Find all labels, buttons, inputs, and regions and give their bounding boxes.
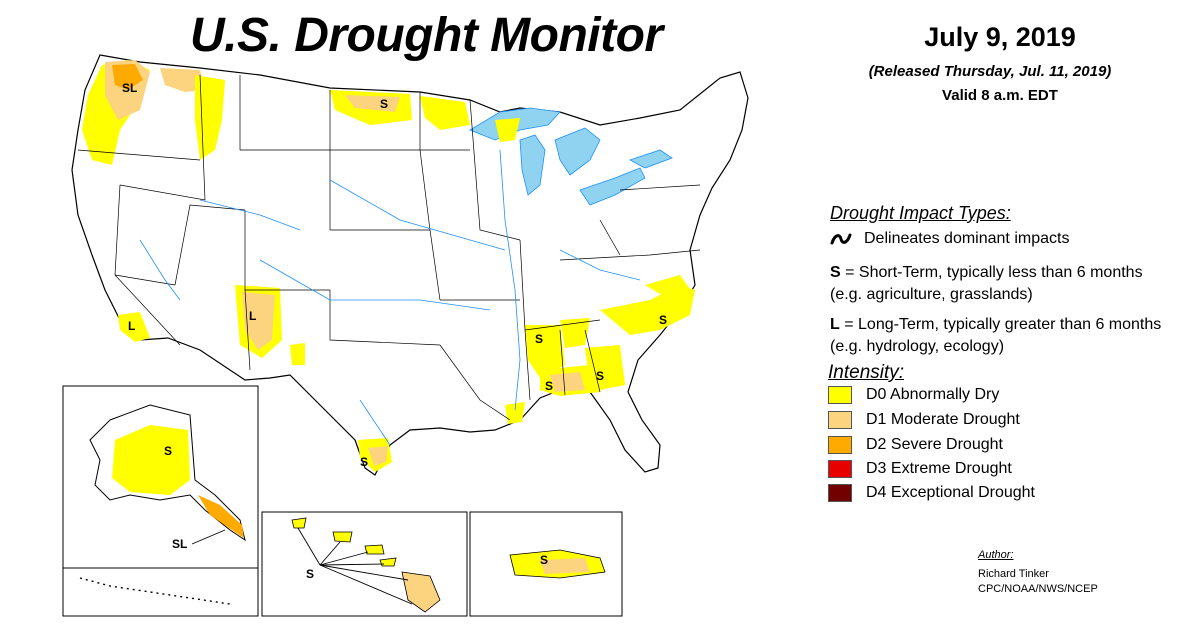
valid-time: Valid 8 a.m. EDT — [942, 87, 1058, 104]
delineates-text: Delineates dominant impacts — [864, 230, 1070, 247]
label-ak-panhandle: SL — [172, 537, 187, 551]
legend-d3-swatch — [828, 460, 852, 478]
legend-d1-swatch — [828, 411, 852, 429]
great-lakes — [469, 107, 673, 206]
author-org: CPC/NOAA/NWS/NCEP — [978, 583, 1098, 595]
legend-d3: D3 Extreme Drought — [828, 460, 1012, 478]
label-al: S — [545, 379, 553, 393]
map-date: July 9, 2019 — [924, 22, 1076, 52]
legend-d3-label: D3 Extreme Drought — [866, 460, 1012, 477]
long-term-text: = Long-Term, typically greater than 6 mo… — [830, 316, 1162, 355]
short-term-code: S — [830, 264, 841, 281]
release-note: (Released Thursday, Jul. 11, 2019) — [868, 63, 1112, 80]
legend-d0-label: D0 Abnormally Dry — [866, 386, 1000, 403]
legend-d2: D2 Severe Drought — [828, 436, 1003, 454]
impact-labels: SL S L L S S S S S S SL S S — [122, 81, 667, 581]
legend-d2-label: D2 Severe Drought — [866, 436, 1003, 453]
drought-map: SL S L L S S S S S S SL S S — [62, 54, 749, 617]
legend-d1-label: D1 Moderate Drought — [866, 411, 1020, 428]
rivers — [139, 149, 641, 446]
short-term-definition: S = Short-Term, typically less than 6 mo… — [830, 262, 1170, 306]
state-boundaries — [77, 74, 701, 421]
aleutian-inset-frame — [62, 567, 259, 617]
label-ga: S — [596, 369, 604, 383]
label-ca: L — [128, 319, 135, 333]
label-ak: S — [164, 444, 172, 458]
legend-d4-swatch — [828, 484, 852, 502]
alaska-drought — [112, 425, 190, 495]
legend-d0: D0 Abnormally Dry — [828, 386, 999, 404]
delineates-note: Delineates dominant impacts — [830, 230, 1069, 248]
alaska-panhandle-drought — [198, 495, 244, 538]
label-nc: S — [659, 313, 667, 327]
intensity-heading: Intensity: — [828, 362, 905, 383]
short-term-text: = Short-Term, typically less than 6 mont… — [830, 264, 1143, 303]
legend-d4: D4 Exceptional Drought — [828, 484, 1035, 502]
long-term-code: L — [830, 316, 840, 333]
label-ms: S — [535, 332, 543, 346]
label-pr: S — [540, 553, 548, 567]
puerto-rico-drought — [540, 558, 590, 574]
drought-areas — [82, 60, 695, 472]
hawaii-leader-lines — [297, 527, 413, 605]
label-hi: S — [306, 567, 314, 581]
author-label: Author: — [978, 549, 1014, 561]
label-mt: S — [380, 97, 388, 111]
legend-d0-swatch — [828, 386, 852, 404]
label-wa: SL — [122, 81, 137, 95]
legend-d1: D1 Moderate Drought — [828, 411, 1020, 429]
legend-d4-label: D4 Exceptional Drought — [866, 484, 1035, 501]
label-tx: S — [360, 455, 368, 469]
impact-types-heading: Drought Impact Types: — [830, 203, 1011, 223]
page-title: U.S. Drought Monitor — [190, 9, 663, 62]
author-name: Richard Tinker — [978, 568, 1049, 580]
tilde-icon — [830, 233, 852, 245]
hawaii-islands — [291, 517, 441, 613]
long-term-definition: L = Long-Term, typically greater than 6 … — [830, 314, 1170, 358]
legend-d2-swatch — [828, 436, 852, 454]
label-nm: L — [249, 309, 256, 323]
